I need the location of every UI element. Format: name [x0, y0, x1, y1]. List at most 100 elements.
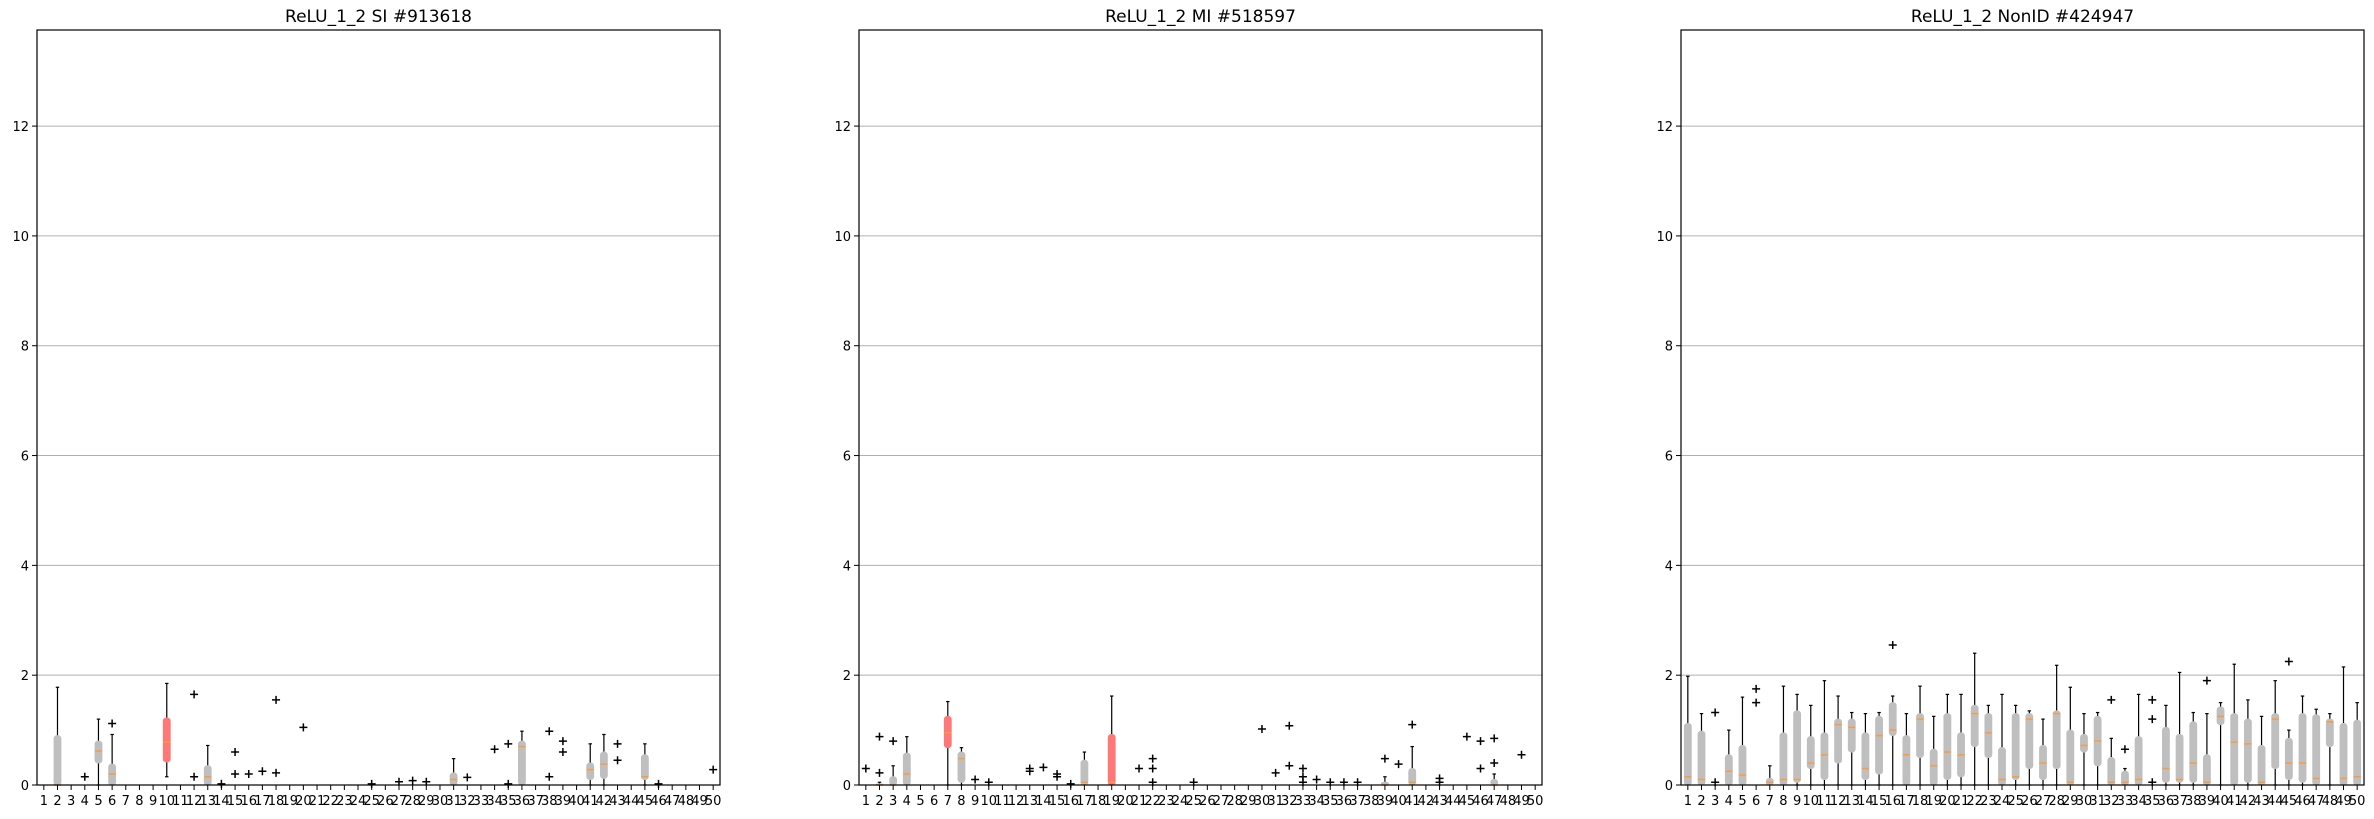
- box-16: [1888, 640, 1897, 786]
- box-45: [640, 743, 649, 786]
- flier: [1285, 721, 1294, 730]
- x-tick-label: 14: [213, 794, 230, 809]
- box-36: [2162, 704, 2170, 786]
- box-39: [558, 737, 567, 757]
- box-15: [1053, 770, 1062, 781]
- box-11: [1820, 680, 1829, 786]
- box-1: [861, 764, 870, 773]
- box-28: [408, 776, 417, 785]
- y-tick-label: 2: [21, 669, 29, 684]
- box-20: [299, 723, 308, 732]
- y-tick-label: 10: [834, 230, 851, 245]
- x-tick-label: 41: [582, 794, 599, 809]
- x-tick-label: 42: [1418, 794, 1435, 809]
- x-tick-label: 16: [1884, 794, 1901, 809]
- x-tick-label: 30: [432, 794, 449, 809]
- box-22: [1970, 652, 1979, 786]
- flier: [1148, 754, 1157, 763]
- box-body: [2339, 723, 2348, 786]
- x-tick-label: 20: [1117, 794, 1134, 809]
- flier: [1490, 734, 1499, 743]
- x-tick-label: 39: [2199, 794, 2216, 809]
- box-35: [504, 739, 513, 788]
- box-29: [422, 777, 431, 786]
- x-tick-label: 32: [459, 794, 476, 809]
- x-tick-label: 25: [1185, 794, 1202, 809]
- x-tick-label: 4: [1725, 794, 1733, 809]
- box-27: [394, 777, 403, 786]
- x-tick-label: 50: [705, 794, 722, 809]
- box-body: [1834, 718, 1843, 764]
- flier: [394, 777, 403, 786]
- x-tick-label: 2: [875, 794, 883, 809]
- box-body: [2243, 718, 2252, 783]
- x-tick-label: 12: [186, 794, 203, 809]
- flier: [558, 737, 567, 746]
- flier: [1135, 764, 1144, 773]
- flier: [80, 772, 89, 781]
- x-tick-label: 36: [1336, 794, 1353, 809]
- x-tick-label: 22: [1966, 794, 1983, 809]
- box-body: [1793, 710, 1802, 783]
- x-tick-label: 27: [2035, 794, 2052, 809]
- chart-title: ReLU_1_2 MI #518597: [1105, 7, 1296, 27]
- x-tick-label: 21: [309, 794, 326, 809]
- box-6: [108, 719, 117, 786]
- box-body: [2066, 729, 2075, 786]
- box-34: [490, 745, 499, 754]
- x-tick-label: 8: [135, 794, 143, 809]
- x-tick-label: 4: [903, 794, 911, 809]
- box-body: [1984, 713, 1993, 759]
- box-7: [1765, 765, 1774, 786]
- box-31: [449, 758, 458, 786]
- box-47: [1490, 734, 1499, 786]
- flier: [504, 739, 513, 748]
- flier: [2148, 695, 2157, 704]
- x-tick-label: 48: [2322, 794, 2339, 809]
- x-tick-label: 44: [1445, 794, 1462, 809]
- box-8: [957, 747, 966, 786]
- x-tick-label: 19: [1103, 794, 1120, 809]
- box-20: [1943, 693, 1952, 786]
- x-tick-label: 36: [2158, 794, 2175, 809]
- box-body: [1490, 779, 1499, 786]
- flier: [108, 719, 117, 728]
- box-32: [2107, 695, 2116, 786]
- x-tick-label: 25: [2007, 794, 2024, 809]
- y-tick-label: 8: [1665, 340, 1673, 355]
- box-body: [2353, 719, 2362, 786]
- x-tick-label: 28: [2048, 794, 2065, 809]
- x-tick-label: 40: [568, 794, 585, 809]
- x-tick-label: 18: [1912, 794, 1929, 809]
- box-body: [1970, 704, 1979, 748]
- flier: [1380, 754, 1389, 763]
- flier: [231, 748, 240, 757]
- x-tick-label: 13: [1843, 794, 1860, 809]
- box-39: [2202, 676, 2211, 786]
- box-36: [518, 730, 526, 786]
- box-32: [463, 773, 472, 782]
- box-body: [1902, 735, 1911, 786]
- x-tick-label: 28: [404, 794, 421, 809]
- box-body: [1888, 702, 1897, 737]
- box-body: [94, 740, 103, 764]
- x-tick-label: 29: [418, 794, 435, 809]
- box-body: [1724, 754, 1733, 786]
- x-tick-label: 17: [1898, 794, 1915, 809]
- box-4: [80, 772, 89, 781]
- box-24: [1998, 693, 2006, 786]
- y-tick-label: 6: [1665, 450, 1673, 465]
- x-tick-label: 23: [1980, 794, 1997, 809]
- flier: [558, 748, 567, 757]
- x-tick-label: 27: [391, 794, 408, 809]
- x-tick-label: 41: [2226, 794, 2243, 809]
- y-tick-label: 8: [21, 340, 29, 355]
- y-tick-label: 8: [843, 340, 851, 355]
- box-13: [1847, 711, 1856, 786]
- box-body: [640, 754, 649, 781]
- box-body: [1697, 730, 1706, 786]
- box-29: [2066, 686, 2075, 786]
